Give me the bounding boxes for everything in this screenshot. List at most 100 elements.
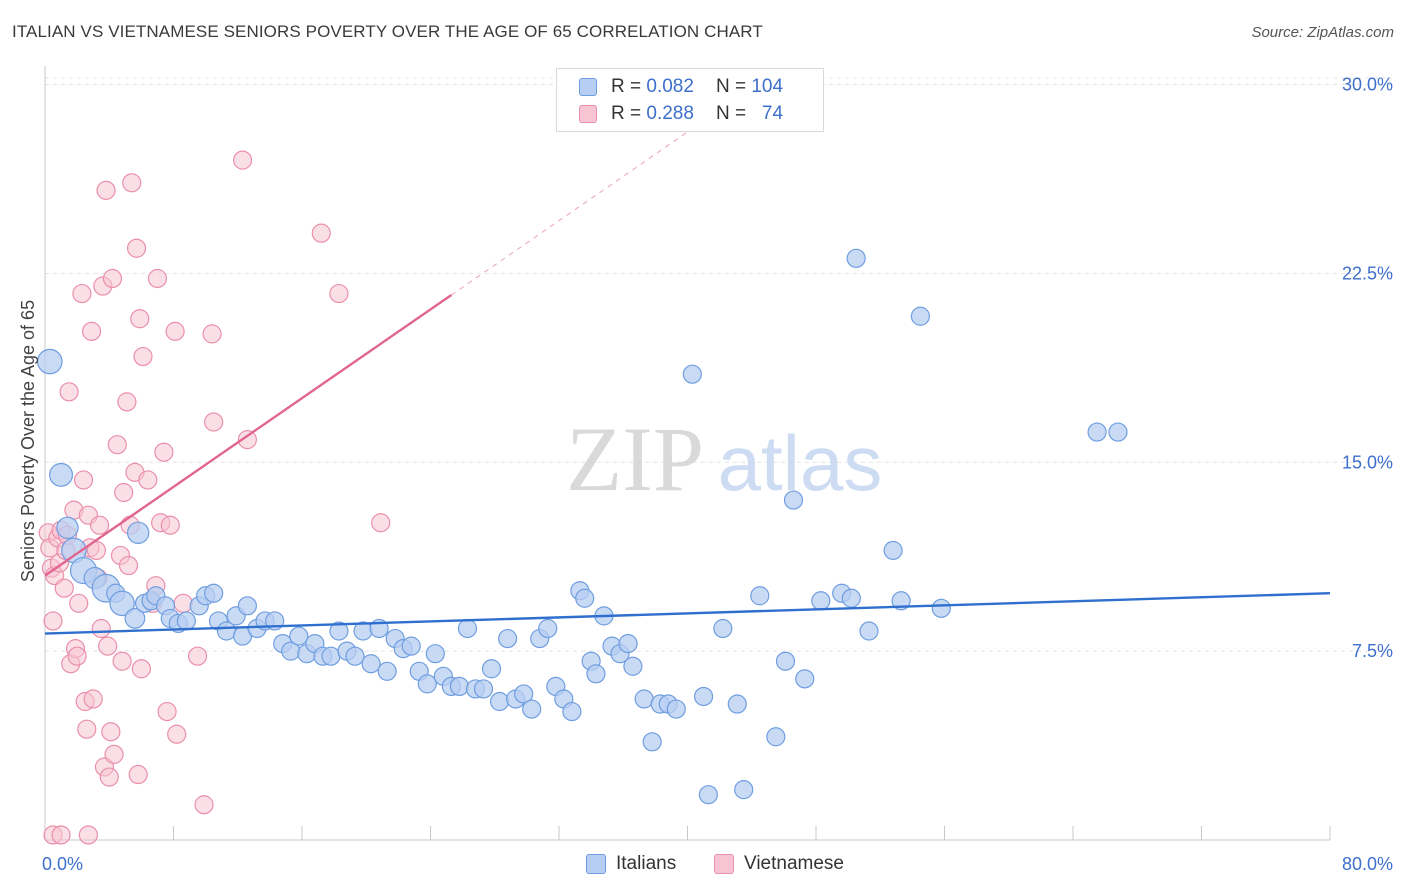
vietnamese-point [112,651,132,671]
legend-item-vietnamese: Vietnamese [714,852,844,876]
italians-point [841,588,861,608]
vietnamese-point [131,659,151,679]
italians-point [682,364,702,384]
y-tick-label: 30.0% [1342,75,1393,95]
italians-point [124,608,146,629]
vietnamese-point [117,392,137,412]
series-vietnamese-points [38,150,391,845]
italians-point [713,618,733,639]
italians-point [883,540,903,561]
italians-point [329,621,349,641]
italians-trend-line [44,592,1331,635]
vietnamese-point [104,744,124,764]
italians-point [634,689,654,709]
italians-point [481,659,502,679]
x-tick-label-max: 80.0% [1342,854,1393,874]
vietnamese-point [157,701,177,722]
vietnamese-trend-line [44,294,453,577]
vietnamese-point [99,767,119,787]
vietnamese-point [91,618,111,639]
vietnamese-point [77,719,97,739]
italians-swatch [579,78,597,96]
italians-point [321,646,341,666]
vietnamese-n-label: N = [715,103,747,124]
italians-point [693,686,714,707]
italians-r-label: R = [611,76,642,97]
vietnamese-point [128,764,148,785]
italians-point [642,732,662,752]
stats-row-vietnamese: R = 0.288 N = 74 [579,101,783,127]
legend-italians-label: Italians [616,853,677,874]
legend-vietnamese-label: Vietnamese [744,853,844,874]
y-axis-label: Seniors Poverty Over the Age of 65 [18,300,38,582]
italians-point [766,727,786,747]
vietnamese-point [90,515,110,535]
italians-point [377,661,397,681]
vietnamese-swatch [579,105,597,123]
vietnamese-point [371,513,391,533]
legend-item-italians: Italians [586,852,676,876]
vietnamese-point [78,825,98,845]
italians-point [489,691,510,712]
series-italians-points [37,248,1128,805]
vietnamese-trend-extension [451,109,720,296]
italians-point [425,644,445,664]
vietnamese-point [81,321,102,341]
italians-r-value: 0.082 [646,76,694,97]
vietnamese-point [133,346,153,367]
italians-point [49,462,74,487]
italians-point [126,521,150,545]
italians-point [289,626,309,646]
trend-lines [44,109,1331,635]
stats-row-italians: R = 0.082 N = 104 [579,74,783,100]
vietnamese-point [118,555,139,576]
italians-point [237,596,257,616]
legend-vietnamese-swatch [714,854,734,874]
vietnamese-point [59,382,79,402]
vietnamese-point [237,430,257,450]
vietnamese-r-label: R = [611,103,642,124]
italians-point [345,646,365,666]
italians-point [846,248,866,268]
italians-point [1087,422,1107,442]
tick-labels: 7.5% 15.0% 22.5% 30.0% 0.0% 80.0% [42,75,1393,874]
vietnamese-point [126,238,147,258]
italians-point [56,516,79,539]
italians-point [750,586,770,606]
y-tick-label: 7.5% [1352,641,1393,661]
vietnamese-point [67,646,87,666]
vietnamese-point [73,470,94,490]
vietnamese-point [311,223,331,243]
italians-point [931,598,951,618]
vietnamese-point [101,722,121,742]
vietnamese-point [187,646,208,666]
italians-point [401,636,421,656]
italians-point [698,785,718,805]
stats-box: R = 0.082 N = 104 R = 0.288 N = 74 [556,68,824,132]
vietnamese-point [329,283,349,304]
italians-point [522,699,542,719]
vietnamese-point [43,611,63,631]
vietnamese-point [69,593,89,613]
y-tick-label: 15.0% [1342,452,1393,472]
vietnamese-point [72,283,92,304]
italians-point [795,669,815,689]
watermark-atlas: atlas [718,419,883,507]
vietnamese-point [154,442,174,462]
vietnamese-point [114,482,134,503]
italians-point [204,583,224,603]
vietnamese-point [138,470,158,490]
vietnamese-point [83,689,103,709]
vietnamese-point [51,825,71,845]
italians-point [910,306,931,326]
italians-point [575,588,595,608]
y-tick-label: 22.5% [1342,263,1393,283]
vietnamese-point [160,515,180,535]
italians-n-value: 104 [751,76,784,97]
vietnamese-point [173,593,193,613]
vietnamese-point [54,578,74,598]
italians-point [666,699,686,719]
vietnamese-point [107,435,127,455]
italians-point [734,780,754,800]
watermark-zip: ZIP [566,408,704,510]
